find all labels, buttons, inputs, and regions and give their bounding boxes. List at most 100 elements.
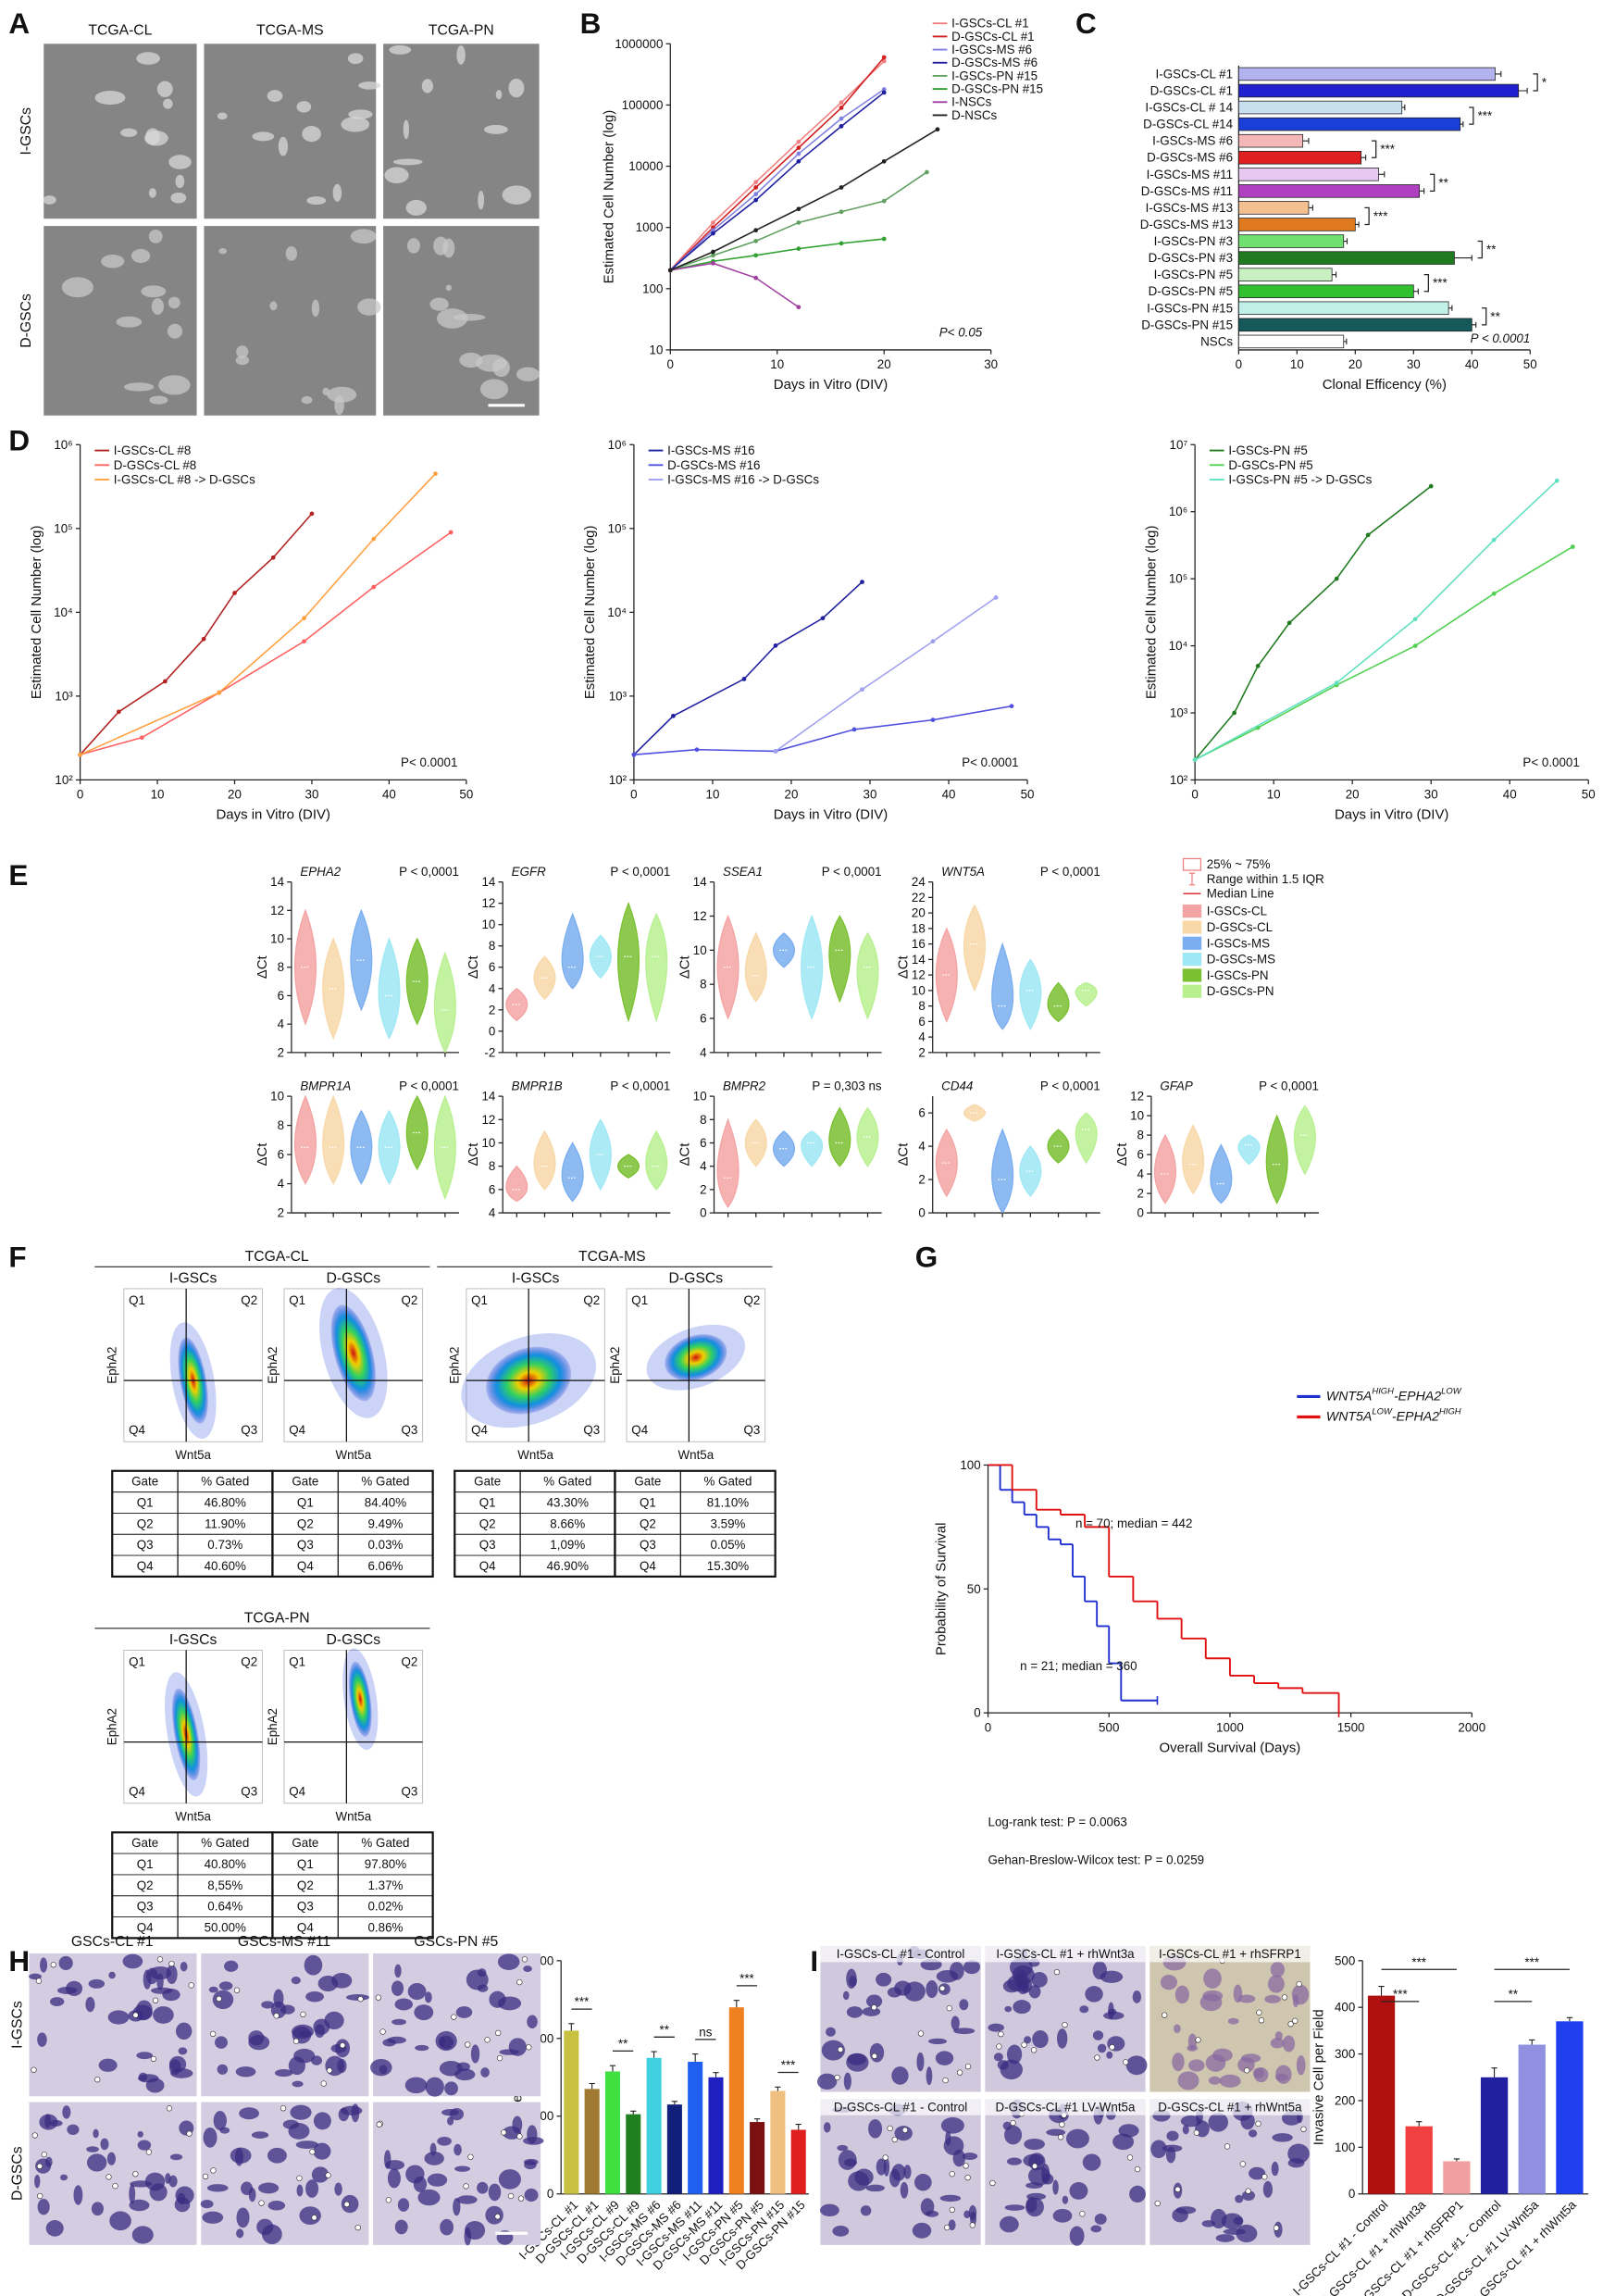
y-tick-label: 2 <box>918 1045 925 1059</box>
point <box>302 616 306 621</box>
column-header: TCGA-PN <box>429 23 494 39</box>
cell <box>1150 2140 1167 2159</box>
pore <box>1281 1994 1288 2001</box>
cell <box>1023 2153 1044 2167</box>
y-tick-label: 4 <box>918 1030 926 1044</box>
error-bar <box>1332 271 1337 278</box>
x-tick-label: 0 <box>667 357 674 371</box>
cell <box>391 2018 407 2026</box>
y-axis-label: Estimated Cell Number (log) <box>29 526 44 700</box>
legend-label: I-GSCs-MS #16 <box>667 443 754 457</box>
flow-density <box>665 1334 727 1381</box>
pore <box>31 2066 37 2073</box>
bar <box>1237 168 1379 181</box>
y-tick-label: 12 <box>1130 1090 1144 1104</box>
cell <box>1024 2138 1045 2151</box>
image-caption: I-GSCs-CL #1 - Control <box>837 1947 965 1961</box>
cell <box>304 1954 323 1976</box>
table-cell: 40.80% <box>205 1857 246 1871</box>
x-tick-label: 40 <box>382 788 396 802</box>
point <box>163 679 168 684</box>
category-label: I-GSCs-CL #1 <box>1156 67 1234 81</box>
violin <box>744 931 767 1003</box>
x-axis-label: Days in Vitro (DIV) <box>217 807 330 823</box>
cell <box>425 2077 444 2097</box>
point <box>773 749 778 754</box>
cell <box>414 2004 434 2021</box>
cell <box>900 2181 909 2199</box>
error-bar <box>671 2101 678 2105</box>
table-header: Gate <box>292 1836 318 1850</box>
y-tick-label: 10³ <box>55 689 73 703</box>
significance-label: ** <box>1490 309 1499 323</box>
legend-part: LOW <box>1372 1407 1393 1417</box>
violin <box>828 1106 851 1167</box>
line <box>80 473 437 755</box>
cell <box>844 2158 857 2167</box>
violin-title: GFAP <box>1160 1079 1193 1093</box>
cell <box>1271 2161 1279 2177</box>
cell <box>1097 2043 1107 2053</box>
point <box>796 139 802 144</box>
point <box>753 185 759 190</box>
cell <box>1241 2053 1261 2064</box>
point <box>881 55 887 60</box>
violin <box>1237 1134 1261 1166</box>
quadrant-label: Q1 <box>289 1655 305 1669</box>
violin <box>616 901 640 1023</box>
pore <box>963 2163 969 2169</box>
pore <box>465 2041 471 2048</box>
significance-label: * <box>1542 75 1547 89</box>
point <box>860 580 864 584</box>
pore <box>516 1978 523 1986</box>
point <box>881 158 887 164</box>
table-header: Gate <box>131 1836 158 1850</box>
pore <box>376 2121 382 2128</box>
cell <box>267 90 283 103</box>
cell <box>131 2226 154 2244</box>
cell <box>351 2103 360 2123</box>
error-bar <box>1378 1985 1385 1996</box>
legend-part: -EPHA2 <box>1394 1389 1441 1404</box>
point <box>631 752 637 757</box>
cell <box>347 53 364 65</box>
caption-bg <box>985 2099 1146 2115</box>
table-header: % Gated <box>361 1475 409 1489</box>
line <box>1194 485 1432 761</box>
category-label: I-GSCs-PN #15 <box>1147 301 1233 315</box>
flow-density <box>330 1304 376 1402</box>
bar <box>1237 234 1345 248</box>
cell <box>945 2130 951 2146</box>
cell <box>1094 2213 1107 2225</box>
cell <box>1262 2180 1273 2198</box>
point <box>753 197 759 203</box>
pore <box>41 2152 47 2158</box>
y-tick-label: 8 <box>278 960 284 974</box>
category-label: D-GSCs-PN #5 <box>1149 284 1233 298</box>
pore <box>891 2136 898 2143</box>
violin-title: WNT5A <box>941 865 985 879</box>
annotation: P < 0,0001 <box>399 865 459 879</box>
bar <box>1237 334 1345 349</box>
bar <box>584 2089 600 2194</box>
violin <box>1265 1114 1288 1204</box>
pore <box>484 2037 491 2043</box>
cell <box>129 2184 136 2204</box>
bar <box>1237 117 1461 131</box>
pore <box>1239 2161 1246 2167</box>
cell <box>167 323 183 339</box>
y-tick-label: 10 <box>270 932 284 946</box>
cell <box>391 1980 404 1996</box>
group-title: TCGA-PN <box>244 1610 310 1626</box>
point <box>796 305 802 310</box>
table-cell: Q3 <box>479 1538 496 1552</box>
point <box>773 643 778 648</box>
pore <box>209 2030 217 2038</box>
y-tick-label: 10 <box>693 943 707 957</box>
pore <box>379 2028 386 2035</box>
cell <box>488 2183 502 2202</box>
pore <box>1126 2154 1134 2161</box>
cell <box>876 2158 887 2176</box>
cell <box>406 238 420 254</box>
error-bar <box>1401 104 1406 111</box>
